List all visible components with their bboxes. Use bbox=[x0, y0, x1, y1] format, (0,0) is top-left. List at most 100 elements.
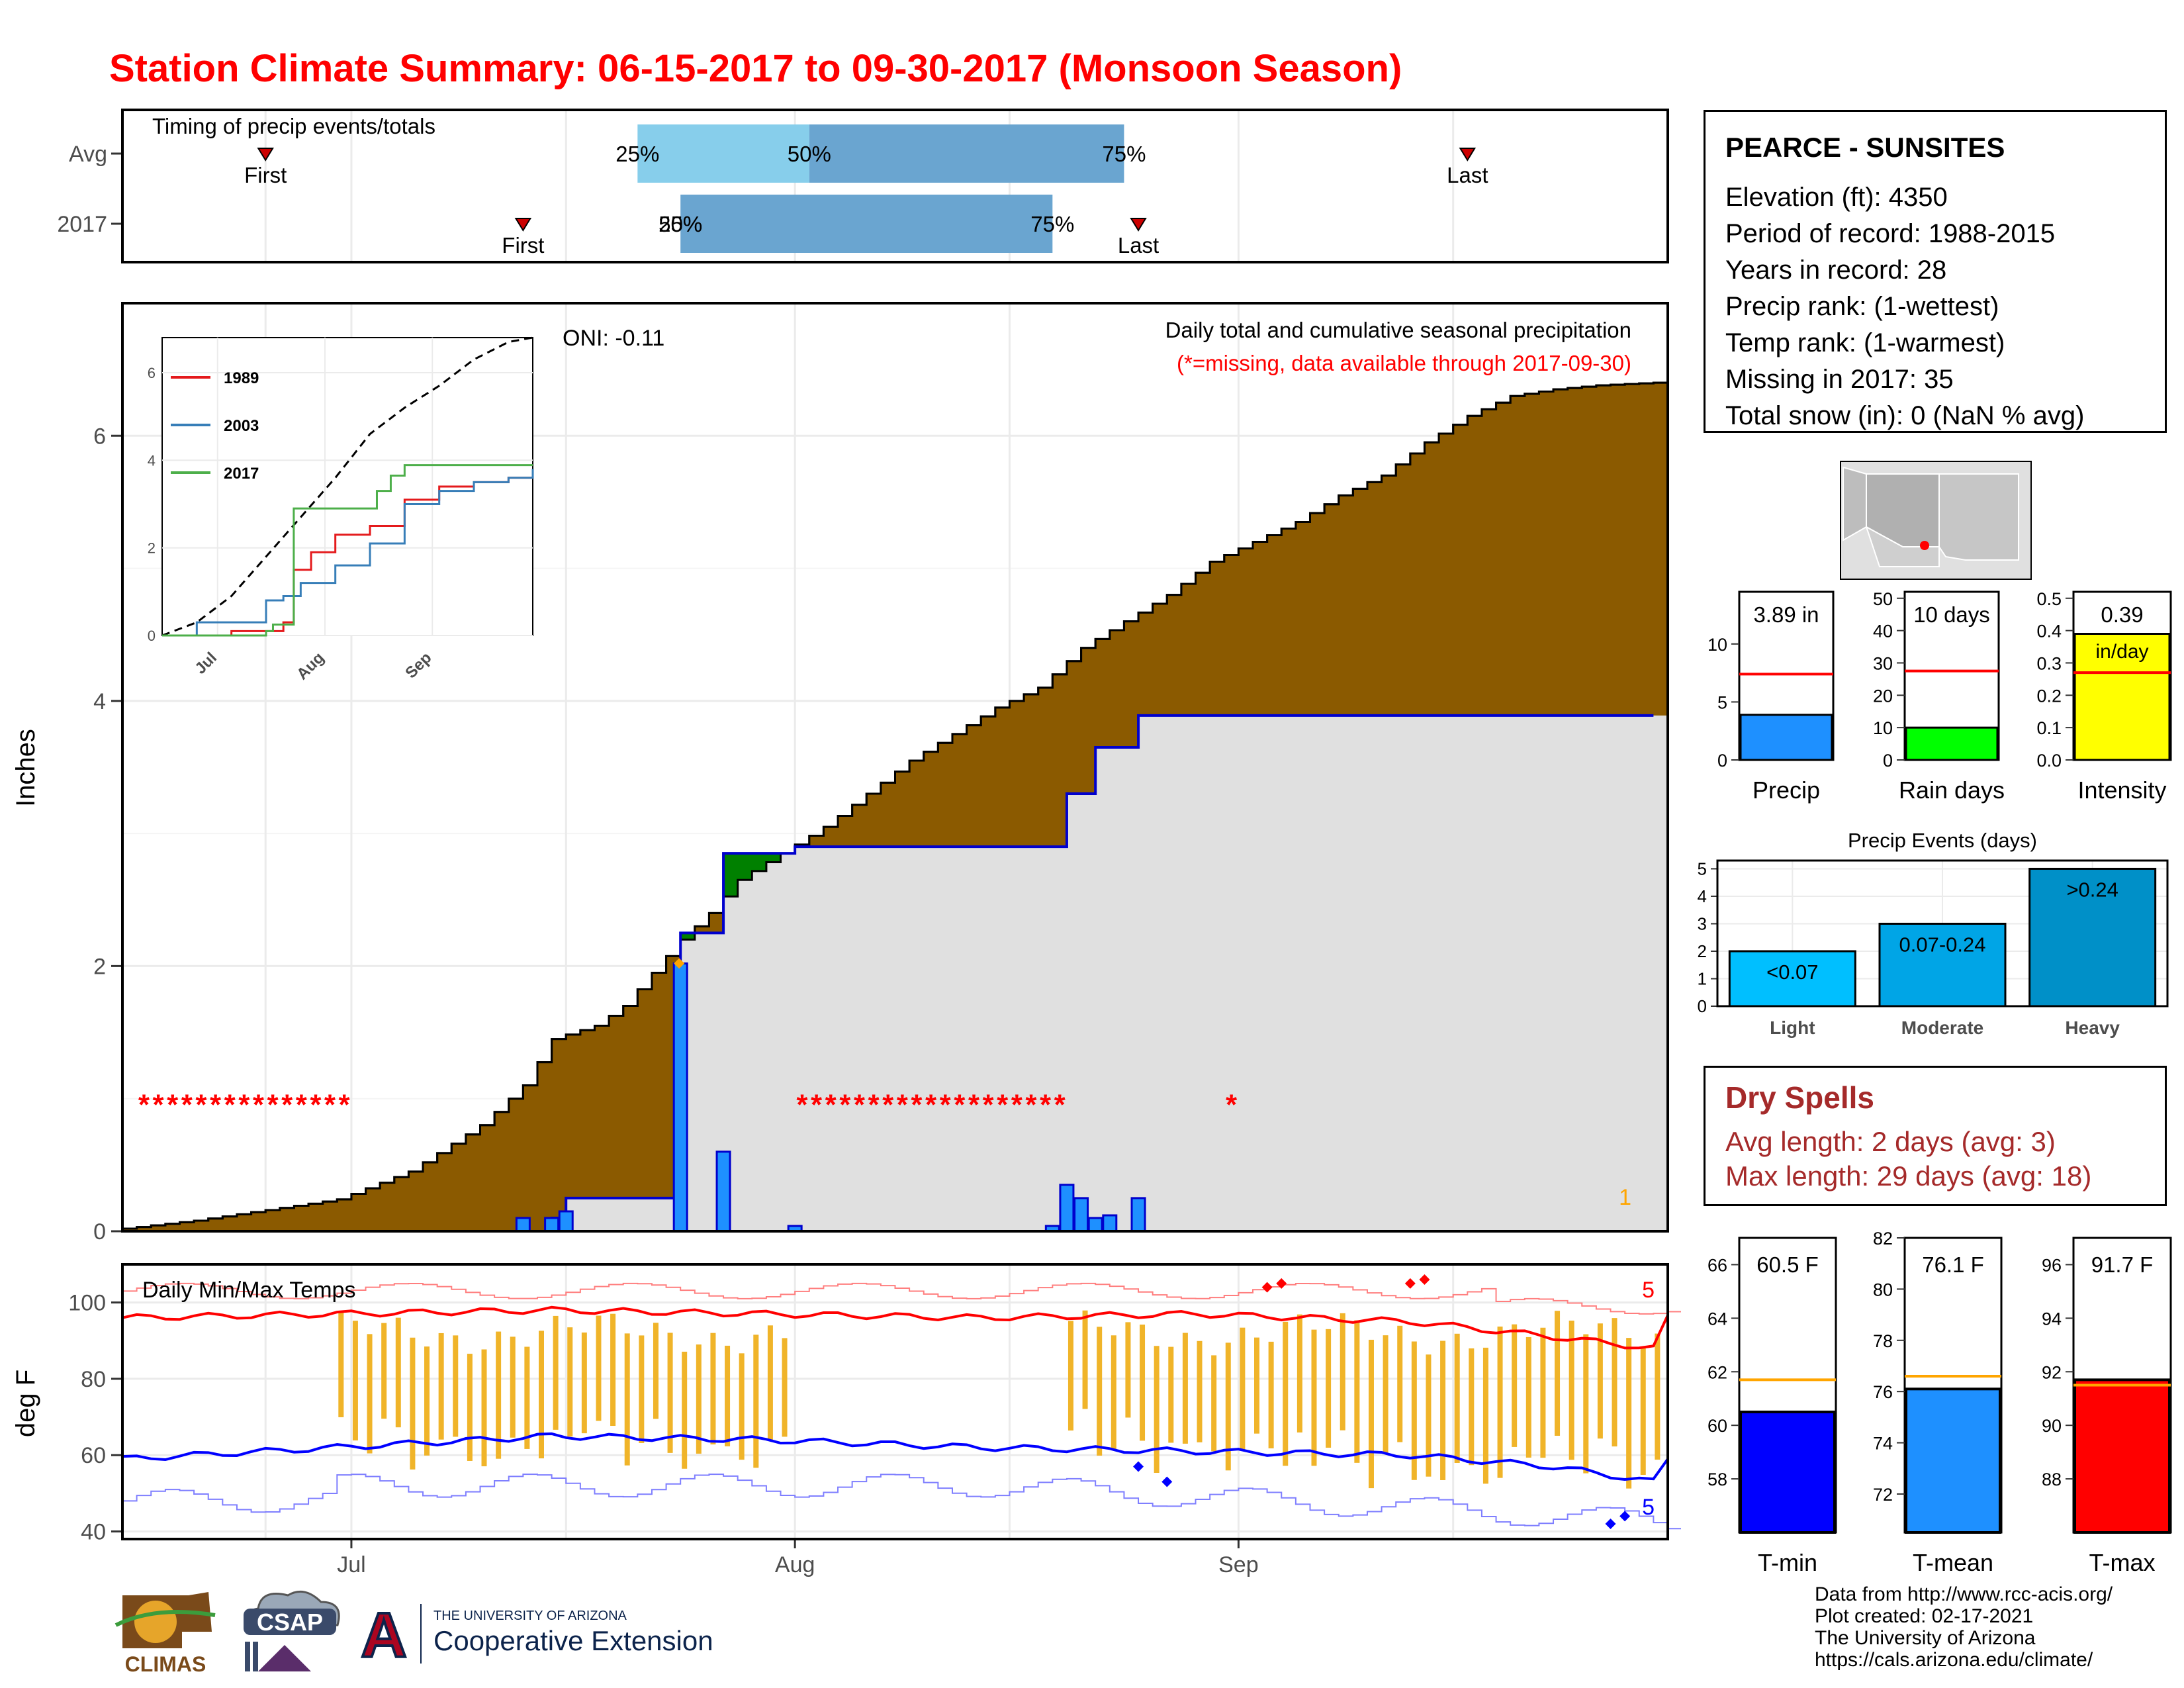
station-temp-rank: Temp rank: (1-warmest) bbox=[1725, 328, 2005, 357]
temp-daily-range-bar bbox=[1368, 1339, 1374, 1489]
temp-daily-range-bar bbox=[1182, 1333, 1188, 1444]
temp-daily-range-bar bbox=[1068, 1321, 1073, 1431]
missing-marker: * bbox=[138, 1089, 150, 1121]
temp-xtick-label: Jul bbox=[337, 1552, 365, 1577]
temp-daily-range-bar bbox=[624, 1333, 630, 1466]
timing-title: Timing of precip events/totals bbox=[152, 114, 435, 138]
summary-bars-panel: 3.89 in 0 5 10 Precip 10 days 0 10 20 30 40 50 Rain … bbox=[1707, 589, 2172, 804]
below-cumulative-area bbox=[122, 715, 1668, 1231]
temp-daily-range-bar bbox=[696, 1344, 702, 1454]
missing-marker: * bbox=[281, 1089, 293, 1121]
intensity-ytick-label: 0.4 bbox=[2036, 622, 2062, 641]
missing-marker: * bbox=[339, 1089, 351, 1121]
temp-daily-range-bar bbox=[639, 1335, 645, 1443]
timing-last-marker bbox=[1130, 218, 1147, 232]
timing-first-label: First bbox=[502, 233, 544, 258]
missing-marker: * bbox=[195, 1089, 207, 1121]
temp-ytick-label: 80 bbox=[81, 1367, 106, 1392]
tmax-label: T-max bbox=[2089, 1549, 2155, 1576]
timing-border bbox=[121, 109, 1669, 263]
temp-ytick-label: 100 bbox=[68, 1291, 106, 1316]
temp-daily-range-bar bbox=[1612, 1318, 1617, 1447]
tmin-ytick-label: 58 bbox=[1707, 1470, 1727, 1489]
temp-border bbox=[121, 1263, 1669, 1540]
intensity-ytick-label: 0.3 bbox=[2036, 653, 2062, 673]
temp-daily-range-bar bbox=[1311, 1329, 1317, 1466]
events-category-label: Moderate bbox=[1901, 1017, 1983, 1038]
record-high-marker bbox=[1419, 1274, 1430, 1286]
missing-marker: * bbox=[210, 1089, 222, 1121]
record-low-marker bbox=[1605, 1518, 1616, 1529]
temp-daily-range-bar bbox=[1469, 1348, 1475, 1466]
temp-daily-range-bar bbox=[567, 1327, 573, 1437]
temp-max-count: 5 bbox=[1642, 1278, 1655, 1303]
daily-precip-bar bbox=[1087, 1217, 1103, 1233]
daily-precip-bar bbox=[1102, 1214, 1118, 1233]
record-min-line bbox=[122, 1474, 1681, 1530]
record-high-marker bbox=[1276, 1278, 1287, 1289]
events-ytick-label: 1 bbox=[1698, 968, 1707, 988]
missing-marker: * bbox=[267, 1089, 279, 1121]
temp-daily-range-bar bbox=[481, 1349, 487, 1467]
tmax-value-label: 91.7 F bbox=[2091, 1252, 2154, 1277]
temp-panel: 40 60 80 100 Jul Aug Sep deg F Daily Min/Max Tem… bbox=[11, 1263, 1681, 1577]
main-note-2: (*=missing, data available through 2017-… bbox=[1177, 351, 1631, 375]
ua-big-text: Cooperative Extension bbox=[433, 1625, 713, 1656]
rain_days-label: Rain days bbox=[1899, 776, 2005, 804]
inset-series-2003 bbox=[162, 469, 534, 637]
temp-daily-range-bar bbox=[653, 1323, 659, 1419]
tmax-ytick-label: 92 bbox=[2042, 1362, 2062, 1382]
missing-marker: * bbox=[911, 1089, 923, 1121]
dry-spells-box: Dry Spells Avg length: 2 days (avg: 3) M… bbox=[1704, 1066, 2167, 1206]
main-corner-count: 1 bbox=[1619, 1185, 1631, 1210]
missing-marker: * bbox=[968, 1089, 980, 1121]
temp-daily-range-bar bbox=[1211, 1355, 1217, 1452]
tmean-ytick-label: 76 bbox=[1873, 1382, 1893, 1402]
temp-ytick-label: 60 bbox=[81, 1443, 106, 1468]
station-years: Years in record: 28 bbox=[1725, 256, 1947, 285]
tmin-ytick-label: 60 bbox=[1707, 1416, 1727, 1436]
dry-spells-title: Dry Spells bbox=[1725, 1080, 1874, 1115]
temp-daily-range-bar bbox=[1082, 1310, 1088, 1409]
orange-marker bbox=[674, 958, 685, 969]
temp-daily-range-bar bbox=[395, 1317, 401, 1428]
inset-ytick-label: 2 bbox=[148, 540, 156, 557]
temp-title: Daily Min/Max Temps bbox=[142, 1278, 355, 1303]
intensity-ytick-label: 0.0 bbox=[2036, 751, 2062, 771]
credit-source: Data from http://www.rcc-acis.org/ bbox=[1815, 1583, 2113, 1605]
daily-precip-bar bbox=[1130, 1197, 1146, 1233]
temp-daily-range-bar bbox=[338, 1311, 344, 1417]
timing-q25-label: 25% bbox=[659, 212, 702, 236]
missing-marker: * bbox=[854, 1089, 866, 1121]
temp-daily-range-bar bbox=[1525, 1336, 1531, 1458]
temp-daily-range-bar bbox=[1268, 1341, 1274, 1448]
precip-label: Precip bbox=[1752, 776, 1820, 804]
intensity-bar bbox=[2073, 633, 2171, 761]
events-ytick-label: 2 bbox=[1698, 941, 1707, 961]
station-precip-rank: Precip rank: (1-wettest) bbox=[1725, 292, 1999, 321]
temp-xtick-label: Sep bbox=[1218, 1552, 1259, 1577]
climas-logo-text: CLIMAS bbox=[125, 1652, 206, 1676]
timing-row-label: Avg bbox=[69, 142, 107, 167]
temp-daily-range-bar bbox=[1154, 1346, 1160, 1473]
intensity-ytick-label: 0.2 bbox=[2036, 686, 2062, 706]
ua-letter: A bbox=[361, 1600, 406, 1671]
daily-precip-bar bbox=[558, 1210, 574, 1233]
temp-daily-range-bar bbox=[1340, 1313, 1345, 1430]
missing-marker: * bbox=[224, 1089, 236, 1121]
climas-logo: CLIMAS bbox=[114, 1592, 216, 1676]
credit-url: https://cals.arizona.edu/climate/ bbox=[1815, 1649, 2093, 1671]
temp-daily-range-bar bbox=[710, 1333, 716, 1445]
temp-daily-range-bar bbox=[1140, 1325, 1146, 1441]
timing-first-marker bbox=[257, 148, 274, 162]
missing-marker: * bbox=[811, 1089, 823, 1121]
page-title: Station Climate Summary: 06-15-2017 to 0… bbox=[109, 47, 1402, 90]
temp-daily-range-bar bbox=[1482, 1347, 1488, 1484]
temp-daily-range-bar bbox=[1397, 1325, 1403, 1442]
temp-daily-range-bar bbox=[1111, 1335, 1116, 1451]
timing-q50-label: 50% bbox=[659, 212, 702, 236]
temp-daily-range-bar bbox=[1283, 1321, 1289, 1466]
intensity-label: Intensity bbox=[2077, 776, 2166, 804]
missing-marker: * bbox=[1011, 1089, 1023, 1121]
temp-daily-range-bar bbox=[1454, 1333, 1460, 1463]
